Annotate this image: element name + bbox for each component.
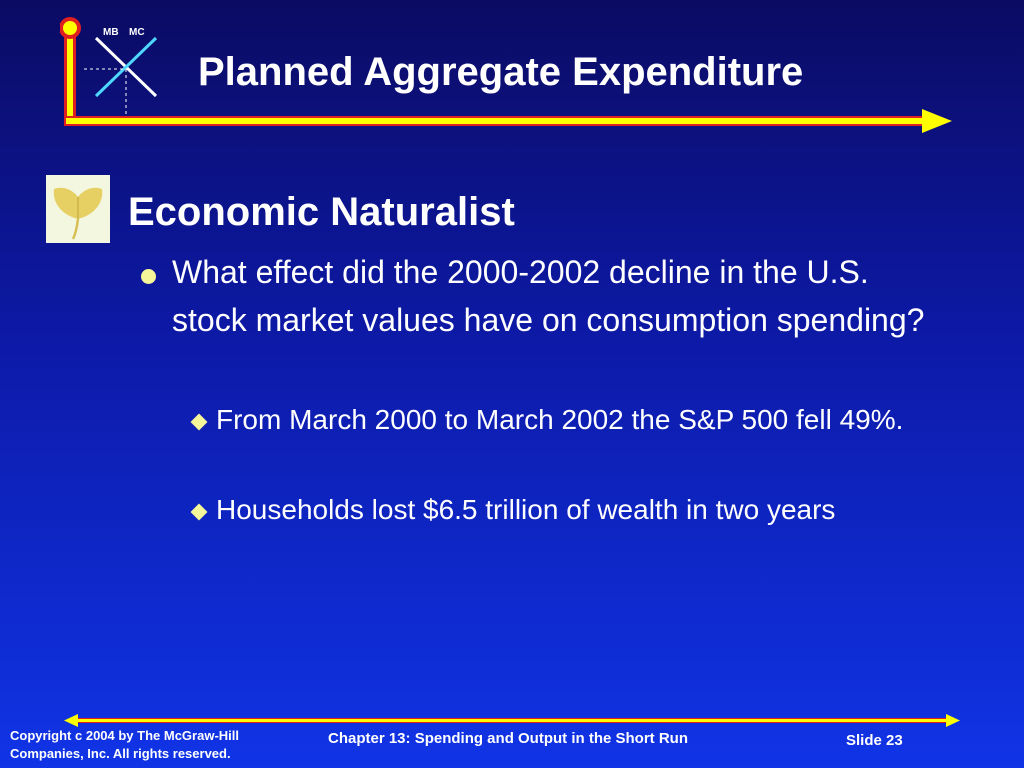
bullet-text: What effect did the 2000-2002 decline in… [172,254,925,338]
slide-number: Slide 23 [846,732,903,749]
sub-bullet-diamond [190,413,208,431]
copyright-notice: Copyright c 2004 by The McGraw-Hill Comp… [10,727,290,763]
ginkgo-leaf-icon [46,175,110,243]
sub-bullet-diamond [190,503,208,521]
slide-title: Planned Aggregate Expenditure [198,50,804,94]
mb-mc-cross-logo-icon: MB MC [60,17,952,133]
copyright-line: Copyright c 2004 by The McGraw-Hill [10,728,239,743]
sub-bullet-text: From March 2000 to March 2002 the S&P 50… [216,404,904,435]
bullet-dot [141,269,156,284]
section-heading: Economic Naturalist [128,190,515,234]
footer-divider-arrow [64,714,960,727]
logo-label-mc: MC [129,27,145,38]
copyright-line: Companies, Inc. All rights reserved. [10,746,231,761]
logo-label-mb: MB [103,27,119,38]
sub-bullet-text: Households lost $6.5 trillion of wealth … [216,494,836,525]
chapter-label: Chapter 13: Spending and Output in the S… [328,730,688,747]
